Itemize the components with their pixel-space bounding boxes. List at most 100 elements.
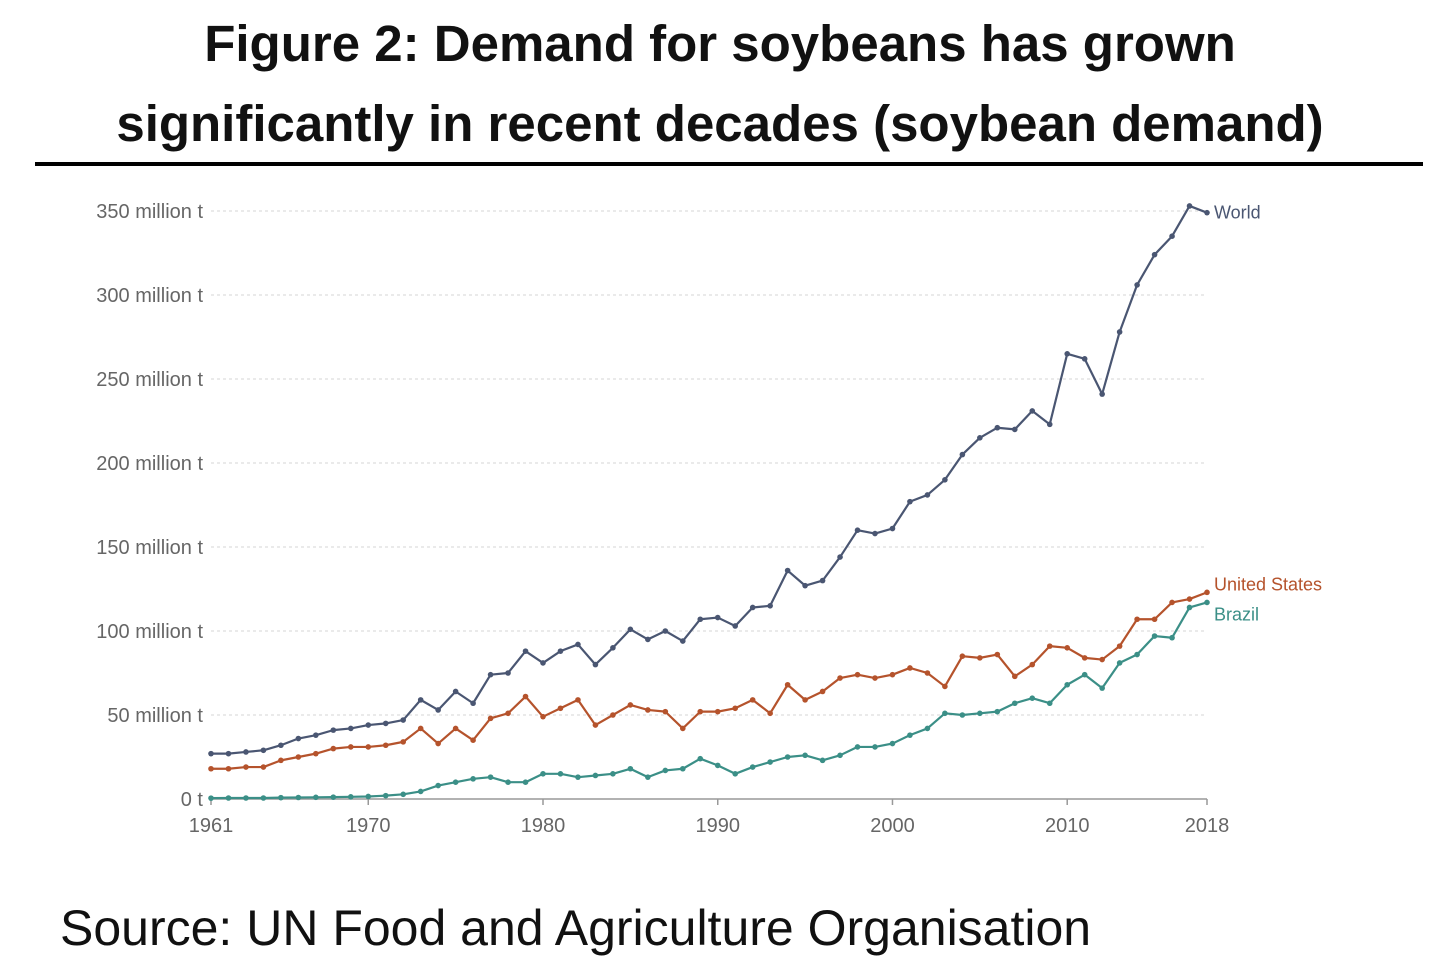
data-point-brazil-1970 [365,793,372,800]
data-point-world-2010 [1064,351,1071,357]
data-point-world-1990 [714,614,721,621]
data-point-world-1974 [435,707,441,713]
data-point-united-states-1979 [522,693,529,700]
data-point-world-1996 [819,577,826,584]
data-point-brazil-1977 [487,774,494,780]
data-point-world-1988 [679,638,686,644]
data-point-united-states-1977 [487,715,494,722]
data-point-united-states-2006 [994,651,1001,658]
data-point-united-states-1987 [662,708,669,715]
data-point-united-states-1995 [802,697,808,703]
data-point-united-states-1981 [557,705,564,712]
data-point-brazil-2015 [1151,633,1158,639]
data-point-brazil-1966 [295,794,302,801]
data-point-brazil-1978 [505,779,511,785]
data-point-world-1973 [417,697,424,703]
data-point-united-states-2005 [977,655,983,661]
data-point-world-2017 [1186,203,1193,209]
data-point-world-1995 [802,582,808,589]
data-point-united-states-1965 [278,757,284,764]
data-point-brazil-1996 [819,757,826,764]
data-point-brazil-1980 [540,771,546,777]
data-point-world-2003 [942,477,948,483]
y-tick-label-300: 300 million t [96,285,203,307]
y-tick-label-0: 0 t [181,789,204,811]
data-point-united-states-1972 [400,739,407,745]
data-point-world-2004 [959,451,966,458]
data-point-united-states-2004 [959,653,966,659]
y-tick-label-350: 350 million t [96,201,203,223]
data-point-united-states-1968 [330,745,337,752]
data-point-world-1982 [575,641,581,648]
data-point-united-states-2002 [924,670,931,676]
y-tick-label-50: 50 million t [107,705,203,727]
data-point-brazil-1981 [557,771,564,777]
data-point-world-2008 [1029,408,1036,414]
data-point-world-1968 [330,727,337,733]
data-point-united-states-2014 [1134,616,1140,623]
data-point-brazil-1973 [417,788,424,795]
x-tick-label-1990: 1990 [695,815,740,837]
data-point-brazil-1967 [313,794,319,801]
data-point-brazil-1972 [400,791,407,798]
data-point-brazil-2017 [1186,604,1193,611]
x-tick-label-2000: 2000 [870,815,915,837]
y-tick-label-100: 100 million t [96,621,203,643]
data-point-brazil-1962 [225,795,232,801]
data-point-brazil-2009 [1046,700,1053,707]
data-point-brazil-2006 [994,708,1001,715]
data-point-brazil-1990 [714,762,721,769]
data-point-united-states-1996 [819,688,826,695]
data-point-united-states-1984 [610,712,616,718]
data-point-world-2014 [1134,282,1140,288]
y-tick-label-150: 150 million t [96,537,203,559]
data-point-world-2005 [977,435,983,441]
data-point-world-1963 [243,749,249,755]
data-point-brazil-1986 [645,774,651,780]
data-point-brazil-1997 [837,752,843,759]
data-point-united-states-1986 [645,707,651,713]
data-point-brazil-1993 [767,759,773,765]
data-point-united-states-1992 [749,697,756,703]
data-point-brazil-1961 [208,795,214,801]
data-point-brazil-1992 [749,764,756,770]
x-tick-label-1961: 1961 [189,815,234,837]
data-point-brazil-1987 [662,767,669,774]
data-point-brazil-1965 [278,794,284,801]
data-point-brazil-1971 [382,792,389,799]
data-point-brazil-1994 [784,754,791,760]
data-point-world-2006 [994,424,1001,431]
data-point-brazil-1984 [610,771,616,777]
data-point-united-states-1963 [243,764,249,770]
data-point-world-1987 [662,628,669,634]
data-point-united-states-2001 [907,665,913,671]
data-point-united-states-2003 [942,683,948,690]
data-point-united-states-1994 [784,681,791,688]
data-point-brazil-2011 [1081,671,1088,678]
data-point-world-1964 [260,747,267,754]
data-point-brazil-2003 [942,710,948,717]
x-tick-label-2018: 2018 [1185,815,1230,837]
data-point-united-states-1978 [505,710,511,717]
data-point-brazil-1968 [330,794,337,800]
data-point-united-states-1999 [872,675,878,681]
data-point-world-1967 [313,732,319,738]
data-point-brazil-2001 [907,732,913,738]
data-point-world-1972 [400,717,407,723]
data-point-united-states-1973 [417,725,424,732]
data-point-world-1969 [347,725,354,732]
series-label-world: World [1214,203,1261,223]
y-tick-label-250: 250 million t [96,369,203,391]
series-line-united-states [211,591,1208,770]
data-point-world-2015 [1151,251,1158,258]
data-point-brazil-1963 [243,795,249,801]
data-point-brazil-1985 [627,765,634,772]
data-point-united-states-1997 [837,675,843,681]
data-point-united-states-1998 [854,671,861,678]
x-tick-label-1970: 1970 [346,815,391,837]
data-point-united-states-2017 [1186,596,1193,602]
data-point-world-1976 [470,700,476,707]
data-point-united-states-1985 [627,702,634,708]
data-point-world-2000 [889,525,896,532]
data-point-brazil-2013 [1116,660,1123,666]
